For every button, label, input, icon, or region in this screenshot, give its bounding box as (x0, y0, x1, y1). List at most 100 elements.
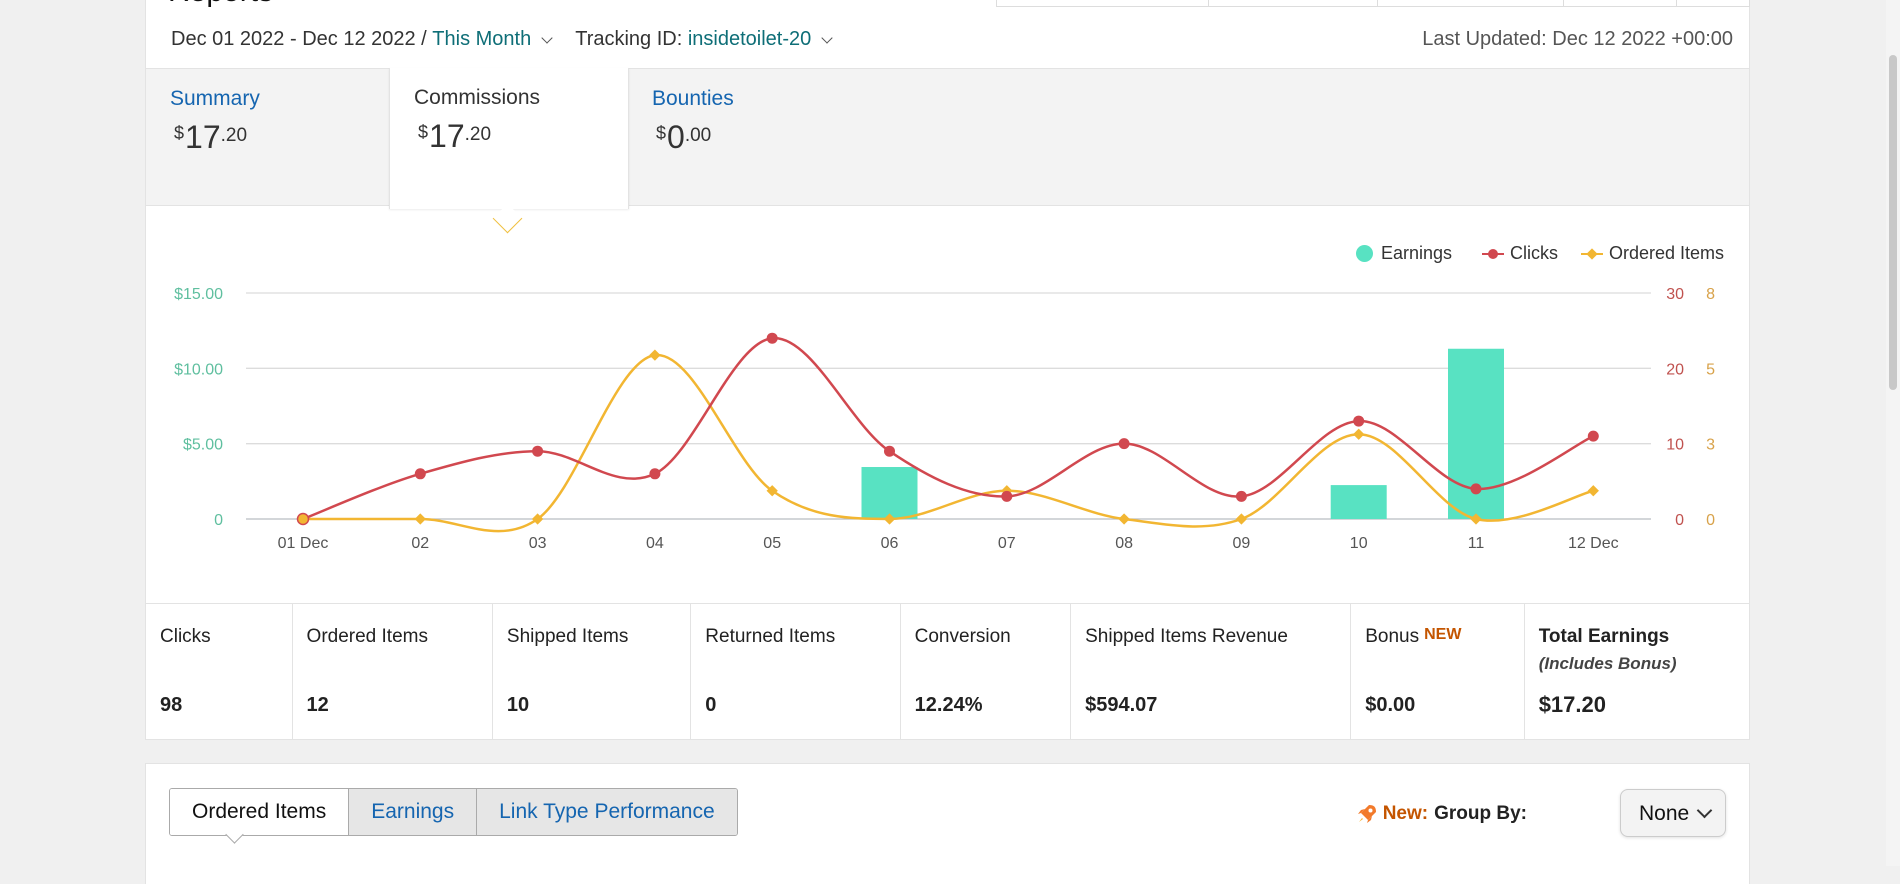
ordered-items-point (883, 513, 896, 525)
tab-commissions-label: Commissions (414, 86, 541, 109)
reports-card: Reports Dec 01 2022 - Dec 12 2022 / This… (145, 0, 1750, 740)
metric-ordered-items: Ordered Items 12 (293, 604, 493, 740)
x-tick-label: 02 (411, 535, 429, 552)
x-tick-label: 12 Dec (1568, 535, 1619, 552)
legend-earnings-label: Earnings (1381, 243, 1453, 263)
clicks-point (1353, 415, 1365, 427)
ordered-items-point (1118, 513, 1130, 525)
report-view-tabs: Ordered Items Earnings Link Type Perform… (169, 788, 738, 836)
metric-label: Shipped Items (506, 626, 629, 647)
clicks-point (296, 512, 310, 526)
metric-value: 10 (506, 694, 530, 716)
last-updated: Last Updated: Dec 12 2022 +00:00 (1422, 28, 1733, 50)
new-badge: NEW (1424, 626, 1462, 643)
chevron-down-icon[interactable] (541, 31, 553, 44)
tab-summary[interactable]: Summary $17.20 (146, 69, 389, 205)
metric-value: 0 (705, 694, 717, 716)
ordered-items-point (1235, 513, 1248, 525)
metric-label: Total Earnings (1538, 626, 1670, 647)
metric-label: Clicks (160, 626, 211, 647)
x-tick-label: 07 (998, 535, 1016, 552)
x-tick-label: 11 (1468, 535, 1485, 552)
x-tick-label: 08 (1115, 535, 1133, 552)
y-right-items-tick-label: 5 (1706, 361, 1715, 378)
report-table-card: Ordered Items Earnings Link Type Perform… (145, 763, 1750, 884)
clicks-point (414, 468, 426, 480)
clicks-point (1587, 430, 1599, 442)
ordered-items-point (1353, 428, 1365, 440)
metric-total-earnings: Total Earnings (Includes Bonus) $17.20 (1525, 604, 1749, 740)
x-tick-label: 05 (763, 535, 781, 552)
ordered-items-point (766, 485, 778, 497)
y-right-clicks-tick-label: 10 (1666, 437, 1684, 454)
x-tick-label: 03 (529, 535, 547, 552)
summary-amount: $17.20 (174, 119, 248, 155)
scrollbar-thumb[interactable] (1889, 55, 1897, 390)
tab-summary-label: Summary (170, 87, 260, 110)
metric-conversion: Conversion 12.24% (901, 604, 1072, 740)
page-title: Reports (168, 0, 273, 9)
clicks-point (884, 445, 895, 457)
x-tick-label: 06 (881, 535, 899, 552)
clicks-point (1470, 483, 1482, 495)
metric-bonus: Bonus NEW $0.00 (1351, 604, 1525, 740)
legend-ordered-items[interactable]: Ordered Items (1581, 243, 1724, 264)
group-by-label: Group By: (1434, 803, 1527, 824)
tab-bounties[interactable]: Bounties $0.00 (628, 69, 868, 205)
tab-bounties-label: Bounties (652, 87, 734, 110)
metric-label: Bonus NEW (1365, 626, 1462, 647)
metric-value: 98 (160, 694, 183, 716)
legend-earnings[interactable]: Earnings (1356, 243, 1452, 264)
x-tick-label: 01 Dec (278, 535, 329, 552)
y-right-clicks-tick-label: 0 (1675, 512, 1684, 529)
rocket-icon (1357, 805, 1376, 823)
legend-clicks[interactable]: Clicks (1482, 243, 1558, 264)
group-by: New: Group By: (1355, 802, 1527, 826)
earnings-bar (1330, 485, 1387, 519)
tab-commissions[interactable]: Commissions $17.20 (389, 68, 629, 209)
clicks-line (302, 336, 1594, 521)
y-right-items-tick-label: 3 (1706, 437, 1715, 454)
ordered-items-point (531, 513, 544, 525)
chevron-down-icon[interactable] (821, 31, 833, 44)
summary-tabs: Summary $17.20 Commissions $17.20 Bounti… (146, 68, 1749, 209)
x-tick-label: 04 (646, 535, 664, 552)
y-right-clicks-tick-label: 20 (1666, 361, 1684, 378)
clicks-point (649, 468, 661, 480)
y-left-tick-label: $10.00 (174, 361, 223, 378)
page-scrollbar[interactable] (1886, 0, 1900, 866)
metrics-row: Clicks 98 Ordered Items 12 Shipped Items… (146, 603, 1749, 740)
tab-ordered-items[interactable]: Ordered Items (170, 789, 349, 835)
ordered-items-point (1587, 485, 1599, 497)
ordered-items-point (649, 349, 661, 361)
legend-clicks-swatch (1482, 248, 1504, 259)
y-left-tick-label: $15.00 (174, 286, 223, 303)
metric-sublabel: (Includes Bonus) (1538, 654, 1677, 673)
clicks-point (1001, 490, 1013, 502)
period-dropdown[interactable]: This Month (432, 28, 532, 50)
metric-label: Conversion (914, 626, 1011, 647)
earnings-chart: 0 0 0 $5.00 10 3 $10.00 20 5 $15.00 30 8 01 Dec 02 03 0… (174, 286, 1715, 552)
y-left-tick-label: 0 (214, 512, 223, 529)
earnings-bar (861, 467, 918, 519)
tracking-id-dropdown[interactable]: insidetoilet-20 (687, 28, 812, 50)
legend-clicks-label: Clicks (1510, 243, 1558, 263)
bounties-amount: $0.00 (656, 119, 712, 155)
y-right-clicks-tick-label: 30 (1666, 286, 1684, 303)
x-tick-label: 10 (1350, 535, 1368, 552)
y-right-items-tick-label: 8 (1706, 286, 1715, 303)
ordered-items-point (414, 513, 426, 525)
clicks-point (766, 332, 778, 344)
metric-shipped-items: Shipped Items 10 (493, 604, 692, 740)
metric-value: $594.07 (1085, 694, 1158, 716)
metric-label: Shipped Items Revenue (1085, 626, 1288, 647)
tab-earnings[interactable]: Earnings (348, 789, 477, 835)
metric-returned-items: Returned Items 0 (691, 604, 901, 740)
metric-value: $17.20 (1538, 692, 1606, 717)
metric-value: 12 (306, 694, 329, 716)
metric-shipped-revenue: Shipped Items Revenue $594.07 (1071, 604, 1352, 740)
legend-ordered-label: Ordered Items (1609, 243, 1725, 263)
y-right-items-tick-label: 0 (1706, 512, 1715, 529)
tab-link-type-performance[interactable]: Link Type Performance (476, 789, 737, 835)
group-by-select[interactable]: None (1620, 789, 1726, 837)
